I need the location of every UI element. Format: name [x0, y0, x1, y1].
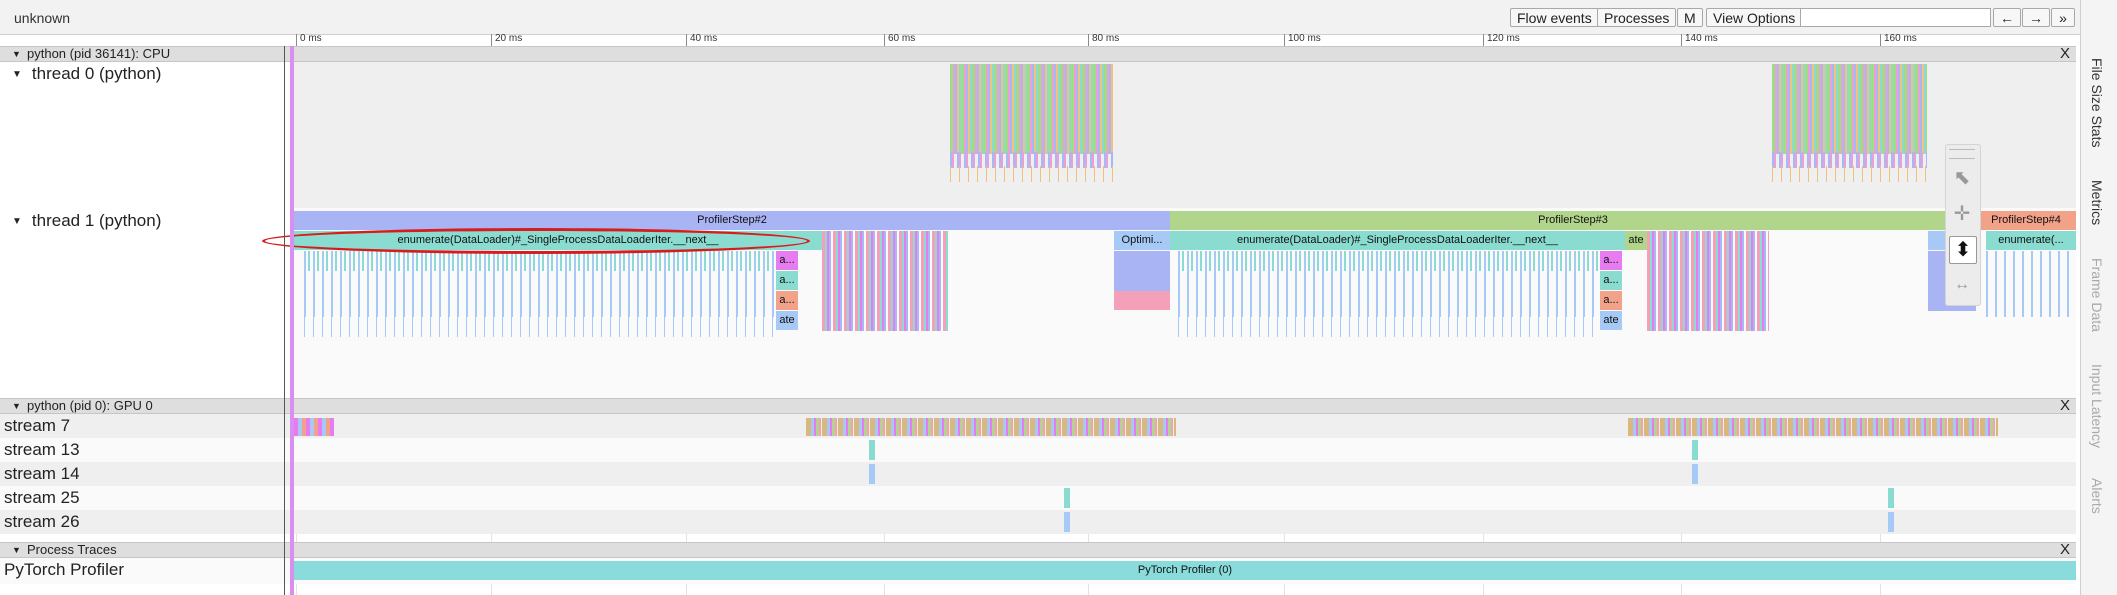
drag-handle[interactable]	[1949, 149, 1975, 159]
ruler-tick: 100 ms	[1284, 34, 1321, 46]
collapse-triangle-icon[interactable]: ▼	[12, 69, 22, 80]
ruler-tick: 40 ms	[686, 34, 717, 46]
close-process-button[interactable]: X	[2059, 541, 2070, 558]
metadata-button[interactable]: M	[1677, 8, 1703, 27]
ruler-tick: 140 ms	[1681, 34, 1718, 46]
mouse-mode-toolbox: ⬉ ✛ ⬍ ↔	[1945, 144, 1981, 306]
close-process-button[interactable]: X	[2059, 397, 2070, 414]
flow-events-button[interactable]: Flow events	[1510, 8, 1599, 27]
pytorch-profiler-slice[interactable]: PyTorch Profiler (0)	[294, 561, 2076, 580]
optimizer-child-slice[interactable]	[1114, 291, 1170, 310]
stream-label: stream 25	[4, 488, 80, 507]
op-slice[interactable]: a...	[1600, 251, 1622, 270]
cpu-process-header[interactable]: ▼ python (pid 36141): CPU X	[0, 46, 2076, 62]
gpu-process-label: python (pid 0): GPU 0	[27, 398, 153, 413]
trace-row-label: PyTorch Profiler	[4, 560, 124, 579]
trace-title: unknown	[14, 10, 71, 26]
op-slice[interactable]: a...	[776, 251, 798, 270]
optimizer-child-slice[interactable]	[1114, 251, 1170, 291]
op-slice[interactable]: a...	[776, 271, 798, 290]
gpu-process-header[interactable]: ▼ python (pid 0): GPU 0 X	[0, 398, 2076, 414]
stream-label: stream 13	[4, 440, 80, 459]
side-tab-alerts[interactable]: Alerts	[2089, 478, 2105, 514]
profiler-step-2-slice[interactable]: ProfilerStep#2	[294, 211, 1170, 230]
op-slice[interactable]: a...	[1600, 271, 1622, 290]
select-tool-icon[interactable]: ⬉	[1953, 167, 1971, 189]
op-slice[interactable]: ate	[1625, 231, 1647, 250]
kernel-cluster[interactable]	[1628, 418, 1998, 436]
kernel[interactable]	[1888, 512, 1894, 532]
step2-op-cluster[interactable]	[822, 231, 948, 331]
thread-0-events-cluster[interactable]	[950, 64, 1113, 182]
ruler-tick: 80 ms	[1088, 34, 1119, 46]
stream-row: stream 14	[0, 462, 2076, 486]
processes-button[interactable]: Processes	[1597, 8, 1677, 27]
ruler-tick: 0 ms	[296, 34, 322, 46]
previous-result-button[interactable]: ←	[1993, 8, 2021, 27]
ruler-tick: 160 ms	[1880, 34, 1917, 46]
optimizer-slice[interactable]: Optimi...	[1114, 231, 1170, 250]
stream-row: stream 25	[0, 486, 2076, 510]
stream-label: stream 7	[4, 416, 71, 435]
kernel-cluster[interactable]	[294, 418, 334, 436]
stream-row: stream 13	[0, 438, 2076, 462]
timing-tool-icon[interactable]: ↔	[1954, 276, 1970, 293]
op-slice[interactable]: a...	[1600, 291, 1622, 310]
process-traces-label: Process Traces	[27, 542, 117, 557]
kernel[interactable]	[1692, 464, 1698, 484]
side-tab-file-size-stats[interactable]: File Size Stats	[2089, 58, 2105, 148]
next-result-button[interactable]: →	[2022, 8, 2050, 27]
thread-1-label[interactable]: ▼ thread 1 (python)	[12, 211, 162, 230]
time-cursor[interactable]	[290, 46, 294, 595]
zoom-tool-icon[interactable]: ⬍	[1949, 236, 1977, 264]
more-button[interactable]: »	[2051, 8, 2075, 27]
kernel[interactable]	[1692, 440, 1698, 460]
stream-label: stream 26	[4, 512, 80, 531]
view-options-button[interactable]: View Options	[1706, 8, 1803, 27]
op-slice[interactable]: ate	[776, 311, 798, 330]
thread-0-events-cluster[interactable]	[1772, 64, 1927, 182]
dataloader-next-slice[interactable]: enumerate(...	[1986, 231, 2076, 250]
step3-op-cluster[interactable]	[1647, 231, 1769, 331]
profiler-step-3-slice[interactable]: ProfilerStep#3	[1170, 211, 1976, 230]
search-input[interactable]	[1800, 8, 1991, 27]
ruler-tick: 60 ms	[884, 34, 915, 46]
kernel[interactable]	[869, 464, 875, 484]
highlight-annotation	[262, 228, 810, 254]
kernel[interactable]	[1064, 512, 1070, 532]
stream-label: stream 14	[4, 464, 80, 483]
kernel-cluster[interactable]	[806, 418, 1176, 436]
op-slice[interactable]: ate	[1600, 311, 1622, 330]
cpu-process-label: python (pid 36141): CPU	[27, 46, 171, 61]
side-tab-input-latency[interactable]: Input Latency	[2089, 364, 2105, 449]
process-traces-header[interactable]: ▼ Process Traces X	[0, 542, 2076, 558]
op-slice[interactable]: a...	[776, 291, 798, 310]
collapse-triangle-icon[interactable]: ▼	[12, 216, 22, 227]
dataloader-subevents[interactable]	[304, 251, 774, 351]
thread-0-label[interactable]: ▼ thread 0 (python)	[12, 64, 162, 83]
close-process-button[interactable]: X	[2059, 45, 2070, 62]
collapse-triangle-icon[interactable]: ▼	[12, 49, 21, 59]
pan-tool-icon[interactable]: ✛	[1953, 203, 1971, 225]
profiler-step-4-slice[interactable]: ProfilerStep#4	[1976, 211, 2076, 230]
kernel[interactable]	[1888, 488, 1894, 508]
dataloader-subevents[interactable]	[1178, 251, 1598, 351]
side-panel: File Size Stats Metrics Frame Data Input…	[2080, 0, 2117, 595]
kernel[interactable]	[1064, 488, 1070, 508]
side-tab-metrics[interactable]: Metrics	[2089, 180, 2105, 226]
ruler-tick: 120 ms	[1483, 34, 1520, 46]
side-tab-frame-data[interactable]: Frame Data	[2089, 258, 2105, 332]
collapse-triangle-icon[interactable]: ▼	[12, 545, 21, 555]
kernel[interactable]	[869, 440, 875, 460]
stream-row: stream 26	[0, 510, 2076, 534]
label-divider	[284, 46, 285, 595]
collapse-triangle-icon[interactable]: ▼	[12, 401, 21, 411]
dataloader-subevents[interactable]	[1986, 251, 2076, 351]
trace-row: PyTorch Profiler PyTorch Profiler (0)	[0, 558, 2076, 584]
stream-row: stream 7	[0, 414, 2076, 438]
dataloader-next-slice[interactable]: enumerate(DataLoader)#_SingleProcessData…	[1170, 231, 1625, 250]
top-toolbar: unknown Flow events Processes M View Opt…	[0, 0, 2080, 35]
ruler-tick: 20 ms	[491, 34, 522, 46]
